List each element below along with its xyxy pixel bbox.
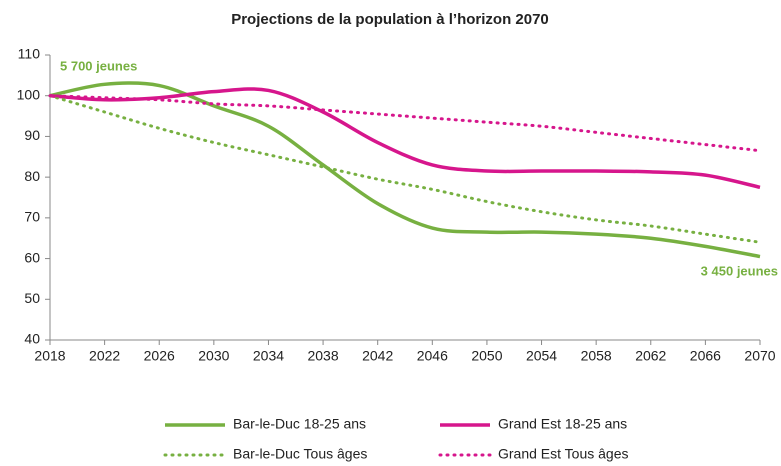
line [49,87,761,190]
legend-label: Grand Est Tous âges [498,446,628,462]
x-tick-label: 2054 [526,348,557,364]
legend-label: Bar-le-Duc Tous âges [233,446,367,462]
x-tick-label: 2022 [89,348,120,364]
y-tick-label: 80 [24,168,40,184]
legend-label: Bar-le-Duc 18-25 ans [233,416,366,432]
x-tick-label: 2062 [635,348,666,364]
x-tick-label: 2018 [34,348,65,364]
annotation: 5 700 jeunes [60,58,137,73]
x-tick-label: 2046 [417,348,448,364]
chart-title: Projections de la population à l’horizon… [231,11,549,28]
line [48,94,762,153]
annotation: 3 450 jeunes [701,263,778,278]
x-tick-label: 2058 [581,348,612,364]
x-tick-label: 2050 [471,348,502,364]
y-tick-label: 60 [24,249,40,265]
x-tick-label: 2034 [253,348,284,364]
y-tick-label: 100 [17,86,41,102]
x-tick-label: 2070 [744,348,775,364]
y-tick-label: 90 [24,127,40,143]
x-tick-label: 2066 [690,348,721,364]
x-tick-label: 2030 [198,348,229,364]
line [49,81,761,259]
y-tick-label: 70 [24,209,40,225]
y-tick-label: 110 [18,46,41,62]
x-tick-label: 2026 [144,348,175,364]
x-tick-label: 2038 [307,348,338,364]
y-tick-label: 40 [24,331,40,347]
y-tick-label: 50 [24,290,40,306]
line [48,94,762,244]
legend-label: Grand Est 18-25 ans [498,416,627,432]
x-tick-label: 2042 [362,348,393,364]
